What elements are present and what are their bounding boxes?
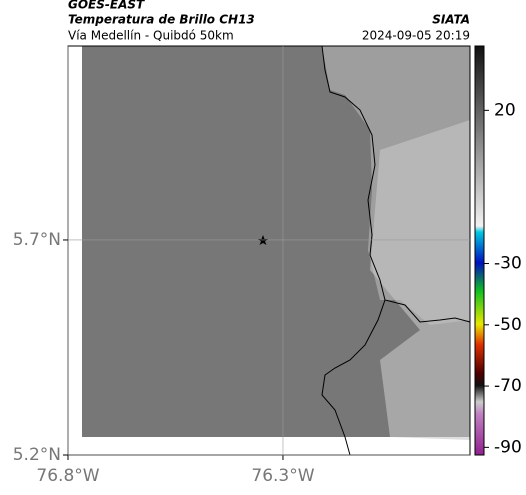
map-image xyxy=(82,45,471,456)
colorbar xyxy=(474,45,485,456)
y-tick-label: 5.2°N xyxy=(13,445,61,465)
colorbar-tick-label: -70 xyxy=(494,376,522,396)
org: SIATA xyxy=(432,13,470,27)
colorbar-tick-label: -30 xyxy=(494,254,522,274)
colorbar-tick-label: 20 xyxy=(494,100,516,120)
timestamp: 2024-09-05 20:19 xyxy=(362,29,470,43)
title: Temperatura de Brillo CH13 xyxy=(68,13,255,27)
x-tick-label: 76.8°W xyxy=(36,466,99,486)
source: GOES-EAST xyxy=(68,0,145,12)
colorbar-tick-label: -50 xyxy=(494,315,522,335)
y-tick-label: 5.7°N xyxy=(13,230,61,250)
subtitle: Vía Medellín - Quibdó 50km xyxy=(68,29,234,43)
x-tick-label: 76.3°W xyxy=(251,466,314,486)
colorbar-tick-label: -90 xyxy=(494,437,522,457)
